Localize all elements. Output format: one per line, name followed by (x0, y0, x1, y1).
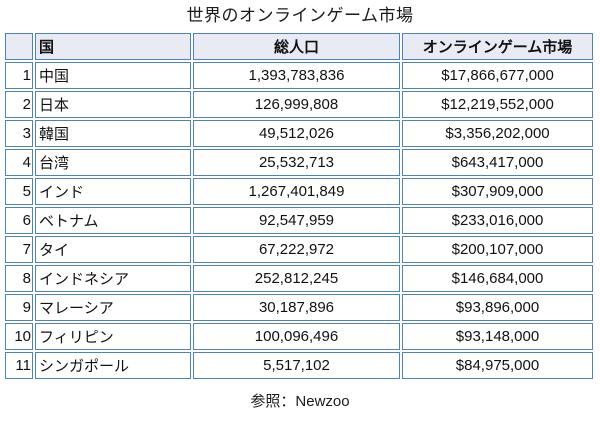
population-cell: 252,812,245 (193, 265, 400, 292)
market-cell: $233,016,000 (402, 207, 593, 234)
market-cell: $146,684,000 (402, 265, 593, 292)
market-cell: $12,219,552,000 (402, 91, 593, 118)
population-cell: 5,517,102 (193, 352, 400, 379)
population-cell: 25,532,713 (193, 149, 400, 176)
table-row: 2 日本 126,999,808 $12,219,552,000 (5, 91, 593, 118)
table-body: 1 中国 1,393,783,836 $17,866,677,000 2 日本 126,99… (5, 62, 593, 379)
table-row: 4 台湾 25,532,713 $643,417,000 (5, 149, 593, 176)
market-cell: $200,107,000 (402, 236, 593, 263)
population-cell: 30,187,896 (193, 294, 400, 321)
header-cell-rank (5, 33, 33, 60)
header-row: 国 総人口 オンラインゲーム市場 (5, 33, 593, 60)
table-row: 7 タイ 67,222,972 $200,107,000 (5, 236, 593, 263)
market-cell: $93,148,000 (402, 323, 593, 350)
country-cell: 韓国 (35, 120, 191, 147)
population-cell: 67,222,972 (193, 236, 400, 263)
market-cell: $643,417,000 (402, 149, 593, 176)
table-row: 8 インドネシア 252,812,245 $146,684,000 (5, 265, 593, 292)
header-cell-population: 総人口 (193, 33, 400, 60)
table-row: 11 シンガポール 5,517,102 $84,975,000 (5, 352, 593, 379)
country-cell: 中国 (35, 62, 191, 89)
rank-cell: 10 (5, 323, 33, 350)
country-cell: インドネシア (35, 265, 191, 292)
population-cell: 49,512,026 (193, 120, 400, 147)
rank-cell: 4 (5, 149, 33, 176)
source-caption: 参照：Newzoo (250, 393, 350, 410)
population-cell: 100,096,496 (193, 323, 400, 350)
rank-cell: 9 (5, 294, 33, 321)
population-cell: 92,547,959 (193, 207, 400, 234)
table-row: 5 インド 1,267,401,849 $307,909,000 (5, 178, 593, 205)
table-row: 6 ベトナム 92,547,959 $233,016,000 (5, 207, 593, 234)
table-row: 3 韓国 49,512,026 $3,356,202,000 (5, 120, 593, 147)
country-cell: シンガポール (35, 352, 191, 379)
market-cell: $93,896,000 (402, 294, 593, 321)
header-cell-country: 国 (35, 33, 191, 60)
rank-cell: 3 (5, 120, 33, 147)
table-header: 国 総人口 オンラインゲーム市場 (5, 33, 593, 60)
country-cell: ベトナム (35, 207, 191, 234)
country-cell: フィリピン (35, 323, 191, 350)
country-cell: マレーシア (35, 294, 191, 321)
population-cell: 1,393,783,836 (193, 62, 400, 89)
rank-cell: 6 (5, 207, 33, 234)
page-title: 世界のオンラインゲーム市場 (186, 6, 414, 25)
market-cell: $84,975,000 (402, 352, 593, 379)
rank-cell: 1 (5, 62, 33, 89)
rank-cell: 2 (5, 91, 33, 118)
market-cell: $3,356,202,000 (402, 120, 593, 147)
country-cell: 日本 (35, 91, 191, 118)
market-cell: $307,909,000 (402, 178, 593, 205)
population-cell: 126,999,808 (193, 91, 400, 118)
table-row: 9 マレーシア 30,187,896 $93,896,000 (5, 294, 593, 321)
table-row: 10 フィリピン 100,096,496 $93,148,000 (5, 323, 593, 350)
header-cell-market: オンラインゲーム市場 (402, 33, 593, 60)
rank-cell: 8 (5, 265, 33, 292)
table-row: 1 中国 1,393,783,836 $17,866,677,000 (5, 62, 593, 89)
online-game-market-table: 国 総人口 オンラインゲーム市場 1 中国 1,393,783,836 $17,866… (3, 31, 595, 381)
country-cell: 台湾 (35, 149, 191, 176)
population-cell: 1,267,401,849 (193, 178, 400, 205)
market-cell: $17,866,677,000 (402, 62, 593, 89)
country-cell: タイ (35, 236, 191, 263)
rank-cell: 5 (5, 178, 33, 205)
country-cell: インド (35, 178, 191, 205)
rank-cell: 7 (5, 236, 33, 263)
rank-cell: 11 (5, 352, 33, 379)
